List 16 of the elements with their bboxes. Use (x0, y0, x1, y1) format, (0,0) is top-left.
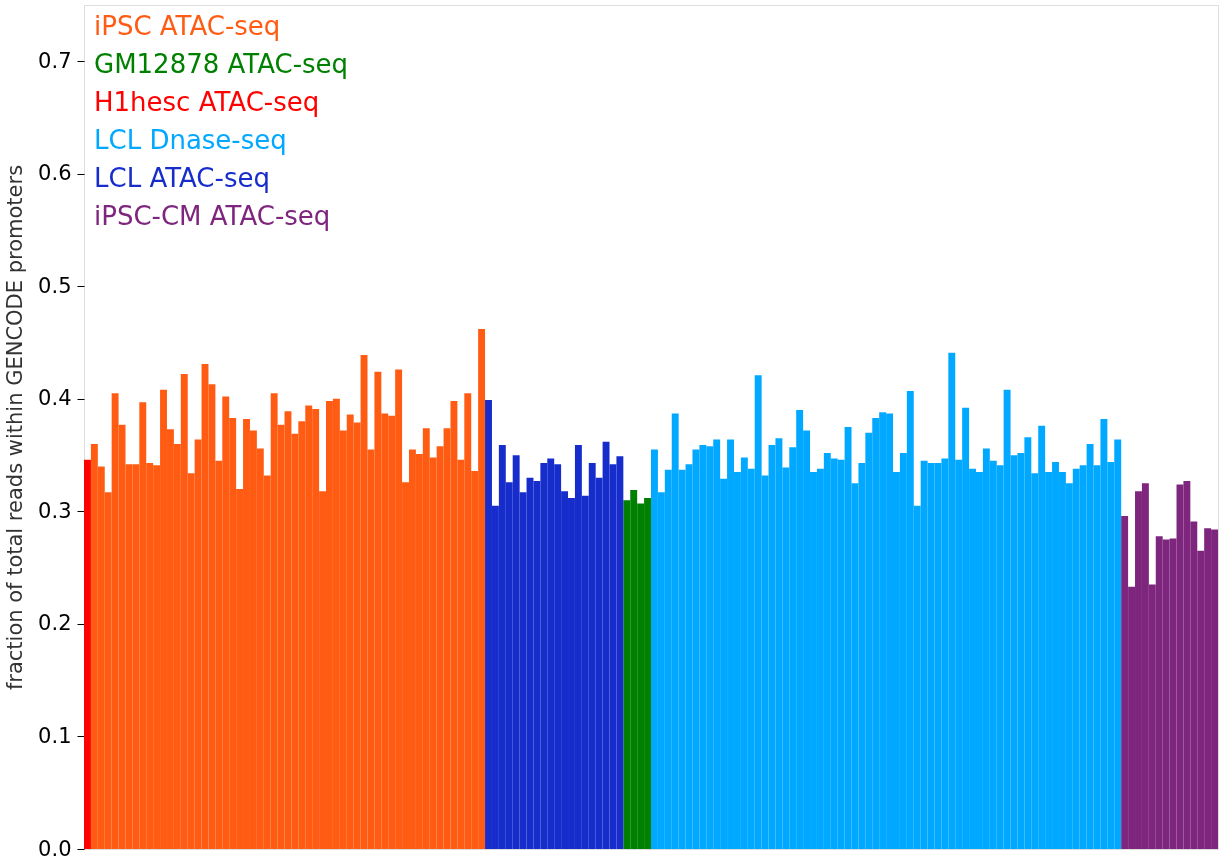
y-tick-label: 0.7 (38, 48, 72, 73)
y-tick-label: 0.4 (38, 386, 72, 411)
y-tick-label: 0.1 (38, 723, 72, 748)
text: iPSC-CM ATAC-seq (94, 201, 331, 231)
text: iPSC ATAC-seq (94, 11, 281, 41)
y-tick-label: 0.0 (38, 836, 72, 861)
text: LCL ATAC-seq (94, 163, 270, 193)
y-tick-label: 0.2 (38, 611, 72, 636)
y-axis-title: fraction of total reads within GENCODE promoters (3, 164, 28, 691)
y-tick-label: 0.5 (38, 273, 72, 298)
y-tick-label: 0.3 (38, 498, 72, 523)
bar (84, 459, 91, 849)
y-tick-label: 0.6 (38, 161, 72, 186)
text: LCL Dnase-seq (94, 125, 287, 155)
text: H1hesc ATAC-seq (94, 87, 320, 117)
text: GM12878 ATAC-seq (94, 49, 349, 79)
